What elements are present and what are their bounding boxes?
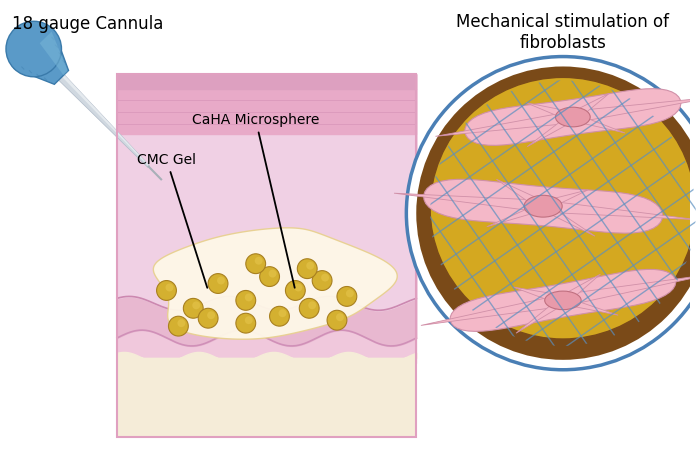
Ellipse shape (207, 311, 215, 319)
Polygon shape (62, 75, 150, 166)
Polygon shape (14, 30, 68, 84)
Polygon shape (36, 74, 40, 77)
Polygon shape (526, 103, 574, 122)
Polygon shape (424, 179, 663, 233)
Polygon shape (562, 274, 696, 306)
Polygon shape (62, 60, 65, 63)
Polygon shape (570, 93, 610, 121)
Ellipse shape (198, 308, 218, 328)
Circle shape (406, 57, 696, 370)
Ellipse shape (245, 316, 253, 324)
Polygon shape (571, 113, 625, 133)
Polygon shape (416, 171, 456, 245)
Ellipse shape (183, 298, 203, 318)
Text: Mechanical stimulation of
fibroblasts: Mechanical stimulation of fibroblasts (457, 13, 670, 52)
Ellipse shape (430, 77, 696, 339)
Polygon shape (52, 37, 55, 40)
Polygon shape (560, 274, 601, 304)
Text: 18 gauge Cannula: 18 gauge Cannula (12, 15, 164, 33)
Ellipse shape (246, 254, 266, 274)
Ellipse shape (177, 319, 185, 327)
Ellipse shape (6, 21, 61, 77)
Polygon shape (496, 179, 546, 211)
Polygon shape (394, 193, 544, 212)
Polygon shape (541, 190, 588, 211)
Polygon shape (29, 70, 32, 73)
Ellipse shape (285, 281, 306, 301)
Ellipse shape (255, 257, 262, 265)
Polygon shape (516, 297, 565, 333)
Ellipse shape (269, 306, 290, 326)
Polygon shape (527, 114, 575, 147)
Text: CMC Gel: CMC Gel (137, 153, 207, 288)
Polygon shape (562, 296, 618, 315)
Ellipse shape (313, 271, 332, 290)
Ellipse shape (278, 309, 287, 317)
Ellipse shape (336, 313, 344, 321)
Ellipse shape (308, 301, 316, 309)
Polygon shape (58, 52, 62, 56)
Polygon shape (450, 269, 676, 331)
Polygon shape (21, 66, 24, 70)
Polygon shape (55, 44, 58, 48)
Polygon shape (513, 287, 564, 305)
Ellipse shape (306, 262, 314, 270)
Polygon shape (153, 228, 397, 339)
Polygon shape (421, 295, 564, 325)
Polygon shape (58, 75, 150, 167)
Ellipse shape (192, 301, 200, 309)
Ellipse shape (157, 281, 176, 301)
Polygon shape (487, 202, 544, 227)
Polygon shape (436, 111, 574, 136)
Ellipse shape (524, 195, 562, 217)
Ellipse shape (168, 316, 189, 336)
Ellipse shape (294, 284, 302, 291)
Ellipse shape (166, 284, 173, 291)
Ellipse shape (327, 310, 347, 330)
Polygon shape (40, 31, 68, 75)
Ellipse shape (545, 291, 581, 310)
Ellipse shape (236, 313, 255, 333)
Text: CaHA Microsphere: CaHA Microsphere (192, 113, 319, 288)
Polygon shape (44, 77, 47, 81)
Ellipse shape (260, 266, 280, 286)
Ellipse shape (245, 294, 253, 301)
Polygon shape (465, 89, 681, 145)
Ellipse shape (208, 274, 228, 294)
Bar (117, 74, 416, 437)
Ellipse shape (555, 107, 590, 127)
Polygon shape (572, 97, 696, 123)
Ellipse shape (346, 290, 354, 297)
Ellipse shape (269, 270, 276, 278)
Ellipse shape (321, 274, 329, 282)
Ellipse shape (297, 259, 317, 278)
Polygon shape (541, 203, 595, 236)
Bar (117, 358, 416, 437)
Polygon shape (543, 200, 696, 220)
Ellipse shape (299, 298, 319, 318)
Circle shape (416, 66, 696, 360)
Ellipse shape (217, 277, 225, 284)
Ellipse shape (236, 290, 255, 310)
Ellipse shape (337, 286, 357, 306)
